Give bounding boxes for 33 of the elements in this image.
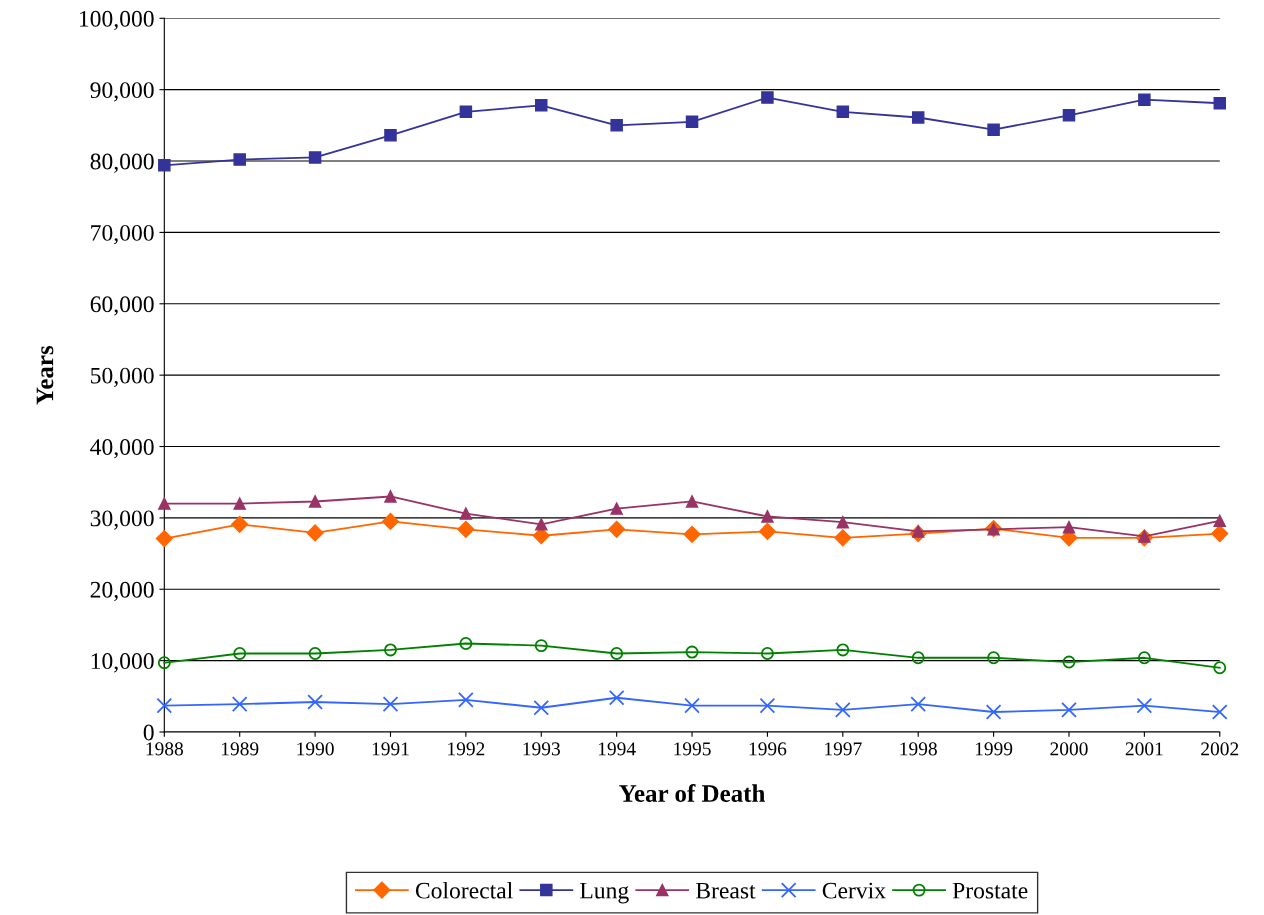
legend-label: Breast bbox=[696, 882, 756, 899]
x-tick-label: 1998 bbox=[900, 742, 937, 756]
x-tick-label: 1991 bbox=[372, 742, 409, 756]
y-tick-label: 50,000 bbox=[91, 367, 154, 387]
x-tick-label: 1990 bbox=[297, 742, 334, 756]
y-tick-label: 20,000 bbox=[90, 581, 154, 602]
legend-label: Colorectal bbox=[415, 881, 513, 899]
y-tick-label: 30,000 bbox=[90, 510, 154, 530]
x-axis-title: Year of Death bbox=[619, 784, 766, 802]
y-axis-title: Years bbox=[36, 345, 54, 405]
x-tick-label: 2002 bbox=[1201, 742, 1239, 756]
x-tick-label: 2001 bbox=[1125, 742, 1163, 756]
x-tick-label: 1989 bbox=[221, 742, 259, 756]
legend-label: Prostate bbox=[952, 882, 1028, 899]
x-tick-label: 1993 bbox=[523, 742, 560, 756]
y-tick-label: 80,000 bbox=[90, 153, 154, 173]
y-tick-label: 70,000 bbox=[91, 224, 154, 245]
x-tick-label: 1996 bbox=[749, 742, 787, 756]
y-tick-label: 100,000 bbox=[79, 10, 154, 31]
x-tick-label: 1997 bbox=[825, 742, 862, 756]
y-tick-label: 0 bbox=[143, 724, 154, 741]
y-tick-label: 10,000 bbox=[91, 653, 154, 673]
legend-label: Cervix bbox=[822, 882, 886, 899]
x-tick-label: 1988 bbox=[146, 742, 184, 756]
y-tick-label: 90,000 bbox=[90, 82, 154, 102]
x-tick-label: 1995 bbox=[674, 742, 711, 756]
x-tick-label: 2000 bbox=[1050, 742, 1088, 756]
x-tick-label: 1999 bbox=[975, 742, 1013, 756]
y-tick-label: 60,000 bbox=[90, 296, 154, 316]
x-tick-label: 1992 bbox=[448, 742, 485, 756]
legend-label: Lung bbox=[580, 882, 629, 904]
x-tick-label: 1994 bbox=[598, 742, 636, 756]
y-tick-label: 40,000 bbox=[90, 439, 154, 459]
